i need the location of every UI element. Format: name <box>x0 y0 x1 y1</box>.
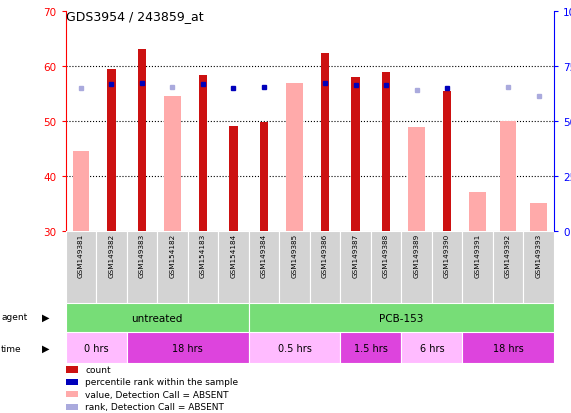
Bar <box>443 92 451 231</box>
Bar <box>340 231 371 304</box>
Text: GSM149389: GSM149389 <box>413 233 420 278</box>
Text: GSM149381: GSM149381 <box>78 233 84 278</box>
Bar <box>463 231 493 304</box>
Bar <box>66 367 78 373</box>
Bar <box>66 392 78 397</box>
Text: rank, Detection Call = ABSENT: rank, Detection Call = ABSENT <box>85 402 224 411</box>
Bar <box>500 122 517 231</box>
Text: 18 hrs: 18 hrs <box>172 343 203 353</box>
Bar <box>66 379 78 385</box>
Bar <box>157 231 188 304</box>
Bar <box>351 78 360 231</box>
Text: GSM149387: GSM149387 <box>352 233 359 278</box>
Bar <box>66 304 249 332</box>
Bar <box>524 231 554 304</box>
Bar <box>73 152 89 231</box>
Bar <box>382 73 391 231</box>
Text: percentile rank within the sample: percentile rank within the sample <box>85 377 238 387</box>
Text: count: count <box>85 365 111 374</box>
Text: agent: agent <box>1 313 27 322</box>
Bar <box>279 231 309 304</box>
Text: 6 hrs: 6 hrs <box>420 343 444 353</box>
Bar <box>66 332 127 363</box>
Bar <box>107 70 116 231</box>
Text: GSM154184: GSM154184 <box>231 233 236 278</box>
Bar <box>199 75 207 231</box>
Bar <box>286 83 303 231</box>
Text: PCB-153: PCB-153 <box>379 313 424 323</box>
Text: GSM149385: GSM149385 <box>292 233 297 278</box>
Bar <box>401 231 432 304</box>
Text: 1.5 hrs: 1.5 hrs <box>354 343 388 353</box>
Text: GSM149390: GSM149390 <box>444 233 450 278</box>
Text: 0 hrs: 0 hrs <box>84 343 108 353</box>
Bar <box>188 231 218 304</box>
Text: ▶: ▶ <box>42 343 49 353</box>
Text: GSM154182: GSM154182 <box>170 233 175 278</box>
Text: 18 hrs: 18 hrs <box>493 343 524 353</box>
Text: GSM149392: GSM149392 <box>505 233 511 278</box>
Bar <box>469 193 486 231</box>
Bar <box>249 231 279 304</box>
Text: GSM154183: GSM154183 <box>200 233 206 278</box>
Text: GSM149391: GSM149391 <box>475 233 481 278</box>
Bar <box>249 304 554 332</box>
Bar <box>321 53 329 231</box>
Text: GSM149382: GSM149382 <box>108 233 114 278</box>
Bar <box>401 332 463 363</box>
Bar <box>66 404 78 410</box>
Text: GSM149386: GSM149386 <box>322 233 328 278</box>
Bar <box>249 332 340 363</box>
Bar <box>229 126 238 231</box>
Text: untreated: untreated <box>131 313 183 323</box>
Bar <box>127 231 157 304</box>
Bar <box>432 231 463 304</box>
Text: GSM149393: GSM149393 <box>536 233 542 278</box>
Bar <box>138 50 146 231</box>
Text: GSM149383: GSM149383 <box>139 233 145 278</box>
Text: 0.5 hrs: 0.5 hrs <box>278 343 311 353</box>
Text: ▶: ▶ <box>42 312 49 322</box>
Bar <box>218 231 249 304</box>
Bar <box>371 231 401 304</box>
Bar <box>463 332 554 363</box>
Bar <box>66 231 96 304</box>
Bar <box>164 97 181 231</box>
Bar <box>340 332 401 363</box>
Bar <box>127 332 249 363</box>
Bar <box>408 127 425 231</box>
Bar <box>493 231 524 304</box>
Text: GDS3954 / 243859_at: GDS3954 / 243859_at <box>66 10 203 23</box>
Text: GSM149384: GSM149384 <box>261 233 267 278</box>
Text: time: time <box>1 344 22 353</box>
Bar <box>309 231 340 304</box>
Bar <box>530 204 547 231</box>
Bar <box>96 231 127 304</box>
Text: value, Detection Call = ABSENT: value, Detection Call = ABSENT <box>85 390 229 399</box>
Bar <box>260 123 268 231</box>
Text: GSM149388: GSM149388 <box>383 233 389 278</box>
